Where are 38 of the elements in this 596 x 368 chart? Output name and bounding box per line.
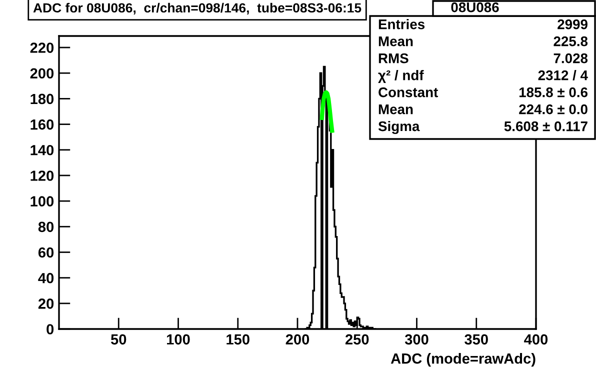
x-tick-label: 100 xyxy=(167,334,190,345)
text: 2999 xyxy=(558,19,588,30)
annotation: Sigma xyxy=(378,120,420,134)
y-tick-label: 100 xyxy=(30,196,54,206)
annotation: RMS xyxy=(378,53,408,64)
annotation: χ² / ndf xyxy=(378,70,424,83)
line-series xyxy=(320,90,334,133)
x-tick-label: 400 xyxy=(524,334,548,345)
y-tick-label: 80 xyxy=(38,222,54,232)
chart-title: ADC for 08U086, cr/chan=098/146, tube=08S3-06:15 xyxy=(33,2,362,14)
y-tick-label: 20 xyxy=(38,298,54,309)
text: 2312 / 4 xyxy=(538,70,588,80)
y-tick-label: 0 xyxy=(46,324,54,334)
text: 7.028 xyxy=(554,53,588,64)
x-axis-title: ADC (mode=rawAdc) xyxy=(390,353,536,367)
x-tick-label: 150 xyxy=(226,334,250,345)
x-tick-label: 350 xyxy=(464,334,488,345)
y-tick-label: 220 xyxy=(30,42,54,53)
y-tick-label: 40 xyxy=(38,272,54,284)
y-tick-label: 180 xyxy=(30,94,54,104)
x-tick-label: 200 xyxy=(286,334,310,345)
annotation: 5.608 ± 0.117 xyxy=(504,121,588,132)
y-tick-label: 120 xyxy=(30,170,54,181)
text: 225.8 xyxy=(554,36,588,46)
y-tick-label: 160 xyxy=(30,119,54,130)
text: 08U086 xyxy=(451,2,499,12)
x-tick-label: 50 xyxy=(110,334,126,345)
text: Entries xyxy=(378,19,425,30)
annotation: Mean xyxy=(378,36,413,46)
annotation: Mean xyxy=(378,104,413,114)
x-tick-label: 300 xyxy=(404,334,428,345)
y-tick-label: 200 xyxy=(30,68,54,79)
y-tick-label: 140 xyxy=(30,144,54,156)
annotation: 185.8 ± 0.6 xyxy=(519,87,588,98)
x-tick-label: 250 xyxy=(345,334,369,345)
y-tick-label: 60 xyxy=(38,247,54,258)
annotation: Constant xyxy=(378,87,438,98)
annotation: 224.6 ± 0.0 xyxy=(519,104,588,114)
